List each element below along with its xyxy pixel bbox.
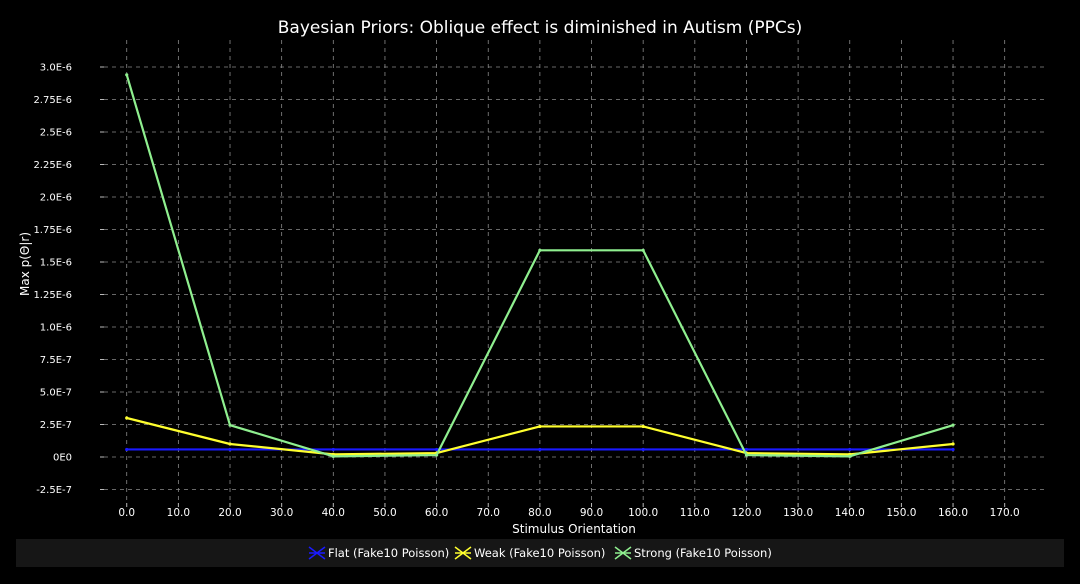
x-tick-label: 160.0 — [938, 507, 968, 519]
data-point — [744, 447, 749, 452]
y-tick-label: 3.0E-6 — [40, 63, 72, 74]
data-point — [125, 447, 129, 452]
data-point — [538, 424, 542, 429]
x-tick-label: 60.0 — [425, 507, 448, 519]
legend-item-flat[interactable]: Flat (Fake10 Poisson) — [308, 546, 449, 560]
data-point — [331, 454, 335, 458]
y-tick-label: 0E0 — [53, 453, 72, 464]
legend-label: Flat (Fake10 Poisson) — [328, 546, 449, 560]
axes: 0.0 10.0 20.0 30.0 40.0 50.0 60.0 70.0 80.0 90.0 1… — [33, 63, 1019, 520]
x-tick-label: 170.0 — [990, 507, 1020, 519]
data-point — [538, 248, 542, 252]
series-lines — [125, 73, 955, 458]
y-tick-label: 7.5E-7 — [40, 355, 72, 366]
y-tick-label: 2.25E-6 — [33, 160, 72, 171]
x-tick-label: 80.0 — [528, 507, 551, 519]
y-axis-label: Max p(Θ|r) — [18, 232, 32, 296]
data-point — [538, 447, 542, 452]
y-tick-label: 1.25E-6 — [33, 290, 72, 301]
x-tick-label: 140.0 — [835, 507, 865, 519]
legend-item-strong[interactable]: Strong (Fake10 Poisson) — [614, 546, 772, 560]
data-point — [434, 453, 439, 457]
grid — [104, 40, 1046, 503]
x-tick-label: 70.0 — [477, 507, 500, 519]
legend-item-weak[interactable]: Weak (Fake10 Poisson) — [454, 546, 605, 560]
y-tick-label: 2.75E-6 — [33, 95, 72, 106]
data-point — [951, 447, 955, 452]
y-tick-label: 5.0E-7 — [40, 388, 72, 399]
data-point — [228, 423, 232, 427]
x-tick-label: 130.0 — [783, 507, 813, 519]
legend-label: Strong (Fake10 Poisson) — [634, 546, 772, 560]
chart-title: Bayesian Priors: Oblique effect is dimin… — [278, 18, 803, 38]
data-point — [848, 454, 852, 458]
data-point — [641, 248, 645, 252]
data-point — [641, 424, 645, 429]
x-tick-label: 50.0 — [373, 507, 396, 519]
data-point — [848, 447, 852, 452]
legend-svg: Flat (Fake10 Poisson) Weak (Fake10 Poisso… — [308, 546, 772, 560]
x-tick-label: 0.0 — [118, 507, 135, 519]
x-tick-label: 110.0 — [680, 507, 710, 519]
y-tick-label: 1.0E-6 — [40, 323, 72, 334]
x-tick-label: 40.0 — [322, 507, 345, 519]
data-point — [228, 442, 232, 446]
data-point — [331, 447, 335, 452]
data-point — [951, 423, 955, 427]
y-tick-label: 2.5E-7 — [40, 420, 72, 431]
x-tick-label: 150.0 — [886, 507, 916, 519]
x-tick-label: 90.0 — [580, 507, 603, 519]
y-tick-label: 1.5E-6 — [40, 258, 72, 269]
legend-label: Weak (Fake10 Poisson) — [474, 546, 605, 560]
y-tick-label: 2.5E-6 — [40, 128, 72, 139]
x-tick-label: 30.0 — [270, 507, 293, 519]
y-tick-label: 2.0E-6 — [40, 193, 72, 204]
x-axis-label: Stimulus Orientation — [512, 522, 636, 536]
data-point — [125, 73, 129, 77]
y-tick-label: -2.5E-7 — [36, 485, 72, 496]
data-point — [744, 453, 749, 457]
data-point — [951, 442, 955, 446]
data-point — [125, 416, 129, 420]
data-point — [641, 447, 645, 452]
data-point — [228, 447, 232, 452]
y-tick-label: 1.75E-6 — [33, 225, 72, 236]
x-tick-label: 20.0 — [218, 507, 241, 519]
x-tick-label: 10.0 — [167, 507, 190, 519]
x-tick-label: 120.0 — [731, 507, 761, 519]
data-point — [434, 447, 439, 452]
x-tick-label: 100.0 — [628, 507, 658, 519]
legend: Flat (Fake10 Poisson) Weak (Fake10 Poisso… — [16, 539, 1064, 567]
